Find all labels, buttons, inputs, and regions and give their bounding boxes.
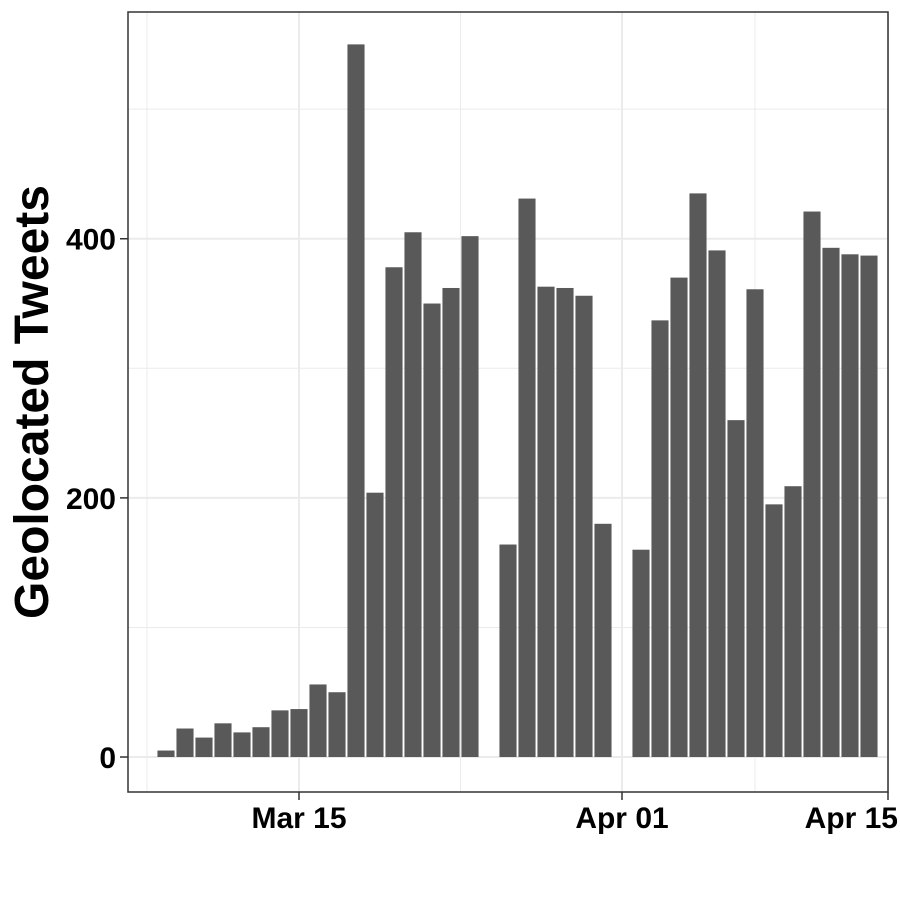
- bar-2020-03-15: [290, 709, 308, 758]
- bar-2020-04-05: [689, 193, 707, 758]
- y-tick-label: 200: [66, 483, 116, 516]
- bar-2020-03-11: [214, 723, 232, 758]
- bar-2020-03-21: [404, 232, 422, 758]
- bars: [157, 44, 878, 758]
- x-tick-label: Mar 15: [251, 802, 346, 835]
- bar-2020-03-10: [195, 737, 213, 758]
- bar-2020-04-12: [822, 247, 840, 758]
- bar-2020-03-29: [556, 287, 574, 758]
- bar-2020-04-13: [841, 254, 859, 758]
- bar-2020-04-14: [860, 255, 878, 758]
- bar-2020-03-26: [499, 544, 517, 758]
- y-tick-label: 400: [66, 224, 116, 257]
- y-tick-label: 0: [99, 742, 116, 775]
- bar-2020-03-22: [423, 303, 441, 758]
- bar-2020-03-16: [309, 684, 327, 758]
- bar-2020-03-12: [233, 732, 251, 758]
- bar-2020-03-13: [252, 727, 270, 758]
- bar-2020-04-02: [632, 549, 650, 758]
- bar-2020-03-14: [271, 710, 289, 758]
- bar-2020-03-08: [157, 750, 175, 758]
- bar-2020-03-18: [347, 44, 365, 758]
- bar-2020-03-24: [461, 236, 479, 758]
- bar-2020-03-28: [537, 286, 555, 758]
- bar-2020-03-09: [176, 728, 194, 758]
- x-axis: Mar 15 Apr 01 Apr 15: [251, 792, 898, 835]
- bar-2020-04-03: [651, 320, 669, 758]
- bar-2020-03-17: [328, 692, 346, 758]
- bar-2020-04-11: [803, 211, 821, 758]
- bar-2020-04-06: [708, 250, 726, 758]
- y-axis: 0 200 400: [66, 224, 128, 775]
- bar-2020-04-04: [670, 277, 688, 758]
- y-axis-title: Geolocated Tweets: [6, 185, 59, 619]
- x-tick-label: Apr 01: [575, 802, 668, 835]
- bar-2020-03-20: [385, 267, 403, 758]
- x-tick-label: Apr 15: [805, 802, 898, 835]
- bar-2020-04-09: [765, 504, 783, 758]
- bar-2020-04-10: [784, 486, 802, 758]
- bar-2020-03-31: [594, 523, 612, 758]
- plot-panel-border: [127, 11, 889, 793]
- bar-2020-03-23: [442, 287, 460, 758]
- bar-2020-03-27: [518, 198, 536, 758]
- bar-2020-04-08: [746, 289, 764, 758]
- bar-2020-03-19: [366, 492, 384, 758]
- bar-2020-03-30: [575, 295, 593, 758]
- bar-2020-04-07: [727, 420, 745, 758]
